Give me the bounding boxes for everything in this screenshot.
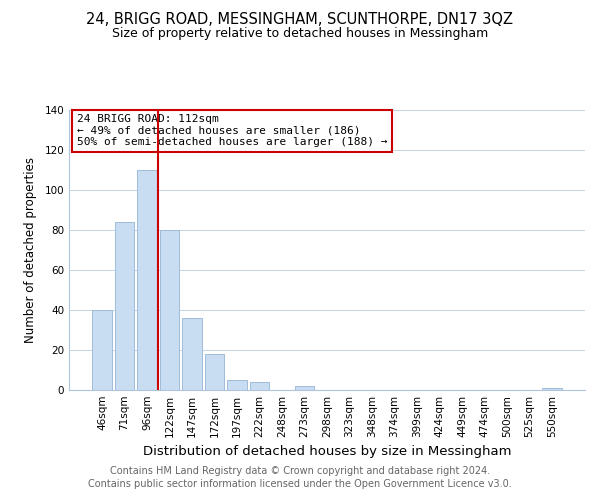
Bar	[250, 382, 269, 390]
X-axis label: Distribution of detached houses by size in Messingham: Distribution of detached houses by size …	[143, 446, 511, 458]
Bar	[160, 230, 179, 390]
Bar	[205, 354, 224, 390]
Text: Contains public sector information licensed under the Open Government Licence v3: Contains public sector information licen…	[88, 479, 512, 489]
Bar	[542, 388, 562, 390]
Y-axis label: Number of detached properties: Number of detached properties	[25, 157, 37, 343]
Bar	[182, 318, 202, 390]
Bar	[137, 170, 157, 390]
Text: Contains HM Land Registry data © Crown copyright and database right 2024.: Contains HM Land Registry data © Crown c…	[110, 466, 490, 476]
Text: 24 BRIGG ROAD: 112sqm
← 49% of detached houses are smaller (186)
50% of semi-det: 24 BRIGG ROAD: 112sqm ← 49% of detached …	[77, 114, 387, 148]
Text: Size of property relative to detached houses in Messingham: Size of property relative to detached ho…	[112, 28, 488, 40]
Bar	[227, 380, 247, 390]
Text: 24, BRIGG ROAD, MESSINGHAM, SCUNTHORPE, DN17 3QZ: 24, BRIGG ROAD, MESSINGHAM, SCUNTHORPE, …	[86, 12, 514, 28]
Bar	[92, 310, 112, 390]
Bar	[295, 386, 314, 390]
Bar	[115, 222, 134, 390]
